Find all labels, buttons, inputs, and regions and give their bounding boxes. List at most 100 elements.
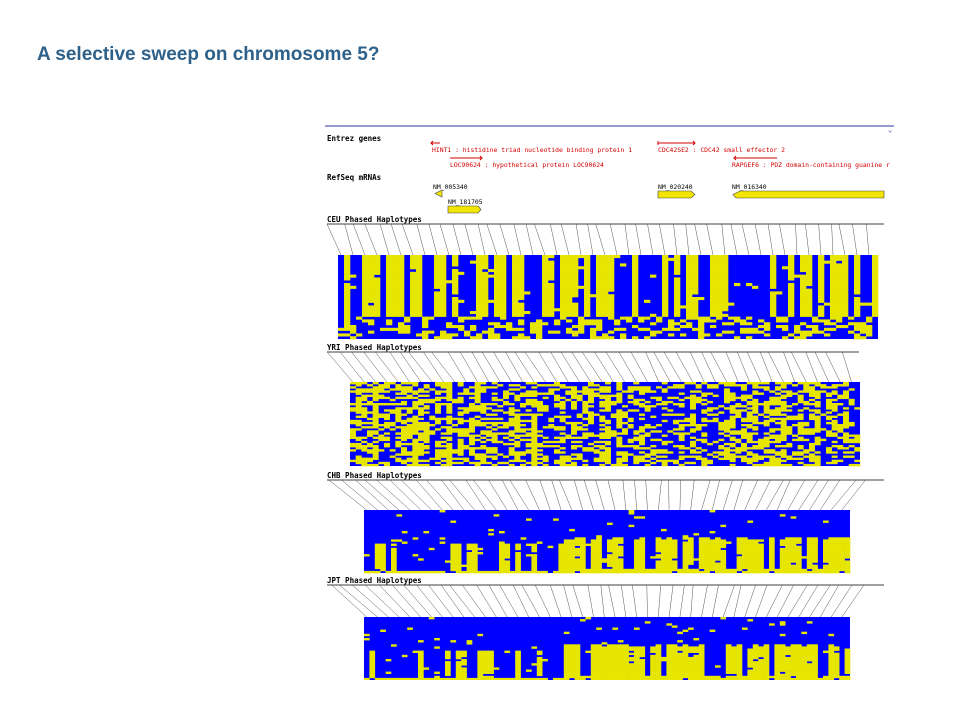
haplotype-cell — [384, 438, 390, 442]
mrna-nm016340-box[interactable] — [732, 190, 885, 199]
haplotype-cell — [362, 302, 369, 306]
haplotype-cell — [497, 426, 504, 429]
haplotype-cell — [796, 671, 802, 674]
haplotype-cell — [812, 654, 818, 658]
gene-rapgef6[interactable]: RAPGEF6 : PDZ domain-containing guanine … — [732, 155, 890, 169]
haplotype-cell — [364, 638, 370, 641]
mrna-nm020240-box[interactable] — [657, 190, 696, 199]
haplotype-cell — [569, 543, 575, 546]
snp-connector-line — [744, 584, 756, 618]
haplotype-cell — [692, 288, 699, 292]
haplotype-cell — [560, 269, 567, 273]
haplotype-cell — [482, 669, 489, 672]
haplotype-cell — [518, 302, 525, 306]
haplotype-cell — [559, 428, 566, 431]
chb-haplotype-grid[interactable] — [364, 510, 851, 574]
haplotype-cell — [797, 438, 804, 442]
haplotype-cell — [650, 659, 656, 662]
haplotype-cell — [692, 291, 699, 295]
ceu-haplotype-grid[interactable] — [338, 255, 879, 340]
haplotype-cell — [786, 409, 793, 412]
haplotype-cell — [790, 552, 797, 555]
haplotype-cell — [731, 568, 737, 572]
haplotype-cell — [565, 455, 572, 458]
haplotype-cell — [491, 447, 498, 450]
haplotype-cell — [779, 547, 786, 551]
haplotype-cell — [634, 661, 640, 664]
haplotype-cell — [590, 552, 597, 555]
haplotype-cell — [854, 327, 861, 331]
snp-connector-line — [459, 351, 478, 383]
haplotype-cell — [596, 675, 602, 679]
haplotype-cell — [401, 449, 407, 452]
mrna-nm005340-box[interactable] — [434, 189, 443, 198]
haplotype-cell — [690, 415, 696, 418]
haplotype-cell — [677, 656, 683, 660]
haplotype-cell — [548, 283, 555, 287]
haplotype-cell — [616, 440, 623, 444]
haplotype-cell — [801, 650, 808, 653]
haplotype-cell — [566, 311, 573, 315]
haplotype-cell — [796, 646, 802, 649]
haplotype-cell — [434, 285, 441, 289]
haplotype-cell — [569, 545, 575, 549]
haplotype-cell — [596, 669, 602, 672]
haplotype-cell — [666, 545, 673, 549]
haplotype-cell — [378, 436, 385, 439]
haplotype-cell — [590, 543, 597, 546]
haplotype-cell — [374, 554, 381, 557]
haplotype-cell — [350, 390, 356, 393]
jpt-haplotype-grid[interactable] — [364, 617, 851, 680]
gene-hint1[interactable]: HINT1 : histidine triad nucleotide bindi… — [430, 140, 632, 154]
snp-connector-line — [795, 223, 798, 256]
haplotype-cell — [758, 570, 764, 574]
yri-haplotype-grid[interactable] — [350, 382, 861, 467]
haplotype-cell — [476, 316, 483, 320]
haplotype-cell — [571, 428, 577, 431]
haplotype-cell — [410, 280, 417, 284]
haplotype-cell — [797, 415, 804, 418]
haplotype-cell — [634, 650, 640, 653]
snp-connector-line — [706, 223, 714, 256]
haplotype-cell — [560, 305, 567, 309]
haplotype-cell — [769, 411, 776, 414]
haplotype-cell — [650, 570, 656, 574]
haplotype-cell — [628, 652, 635, 656]
haplotype-cell — [480, 447, 487, 450]
haplotype-cell — [729, 438, 736, 442]
mrna-nm181705-box[interactable] — [447, 205, 482, 214]
haplotype-cell — [440, 302, 447, 306]
haplotype-cell — [450, 520, 457, 523]
haplotype-cell — [537, 400, 543, 404]
haplotype-cell — [854, 283, 861, 287]
haplotype-cell — [716, 260, 723, 264]
haplotype-cell — [391, 570, 397, 574]
haplotype-cell — [677, 646, 683, 649]
haplotype-cell — [406, 388, 413, 391]
haplotype-cell — [655, 570, 662, 574]
haplotype-cell — [709, 677, 716, 680]
haplotype-cell — [476, 305, 483, 309]
gene-cdc42se2[interactable]: CDC42SE2 : CDC42 small effector 2 — [657, 140, 785, 154]
gene-loc90624[interactable]: LOC90624 : hypothetical protein LOC90624 — [450, 155, 604, 169]
haplotype-cell — [769, 623, 775, 626]
haplotype-cell — [395, 442, 402, 446]
haplotype-cell — [788, 263, 795, 267]
haplotype-cell — [378, 438, 385, 442]
haplotype-cell — [362, 305, 369, 309]
haplotype-cell — [531, 430, 538, 433]
haplotype-cell — [774, 673, 781, 677]
haplotype-cell — [623, 644, 629, 647]
haplotype-cell — [809, 388, 815, 391]
haplotype-cell — [818, 313, 825, 317]
haplotype-cell — [715, 543, 721, 546]
haplotype-cell — [688, 648, 694, 651]
haplotype-cell — [355, 403, 362, 406]
haplotype-cell — [395, 459, 402, 463]
haplotype-cell — [774, 659, 781, 662]
haplotype-cell — [806, 558, 813, 561]
haplotype-cell — [690, 394, 696, 397]
haplotype-cell — [418, 428, 424, 431]
haplotype-cell — [662, 269, 669, 273]
haplotype-cell — [797, 447, 804, 450]
